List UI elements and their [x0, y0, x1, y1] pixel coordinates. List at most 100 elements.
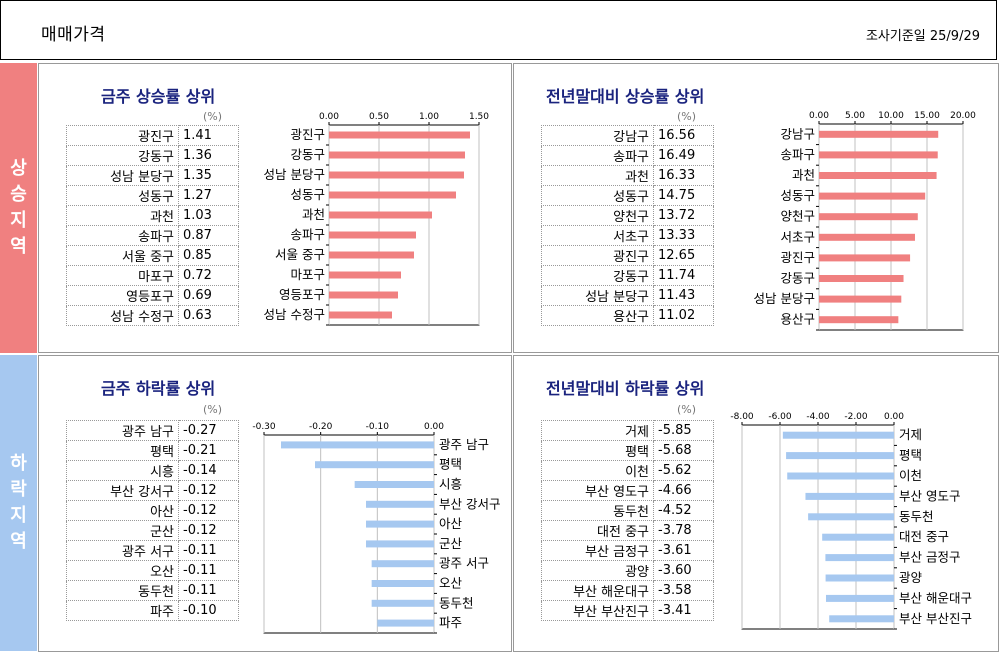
change-rate: -0.27 [178, 420, 239, 441]
table-row: 서초구 13.33 [541, 225, 714, 246]
bar-chart: 0.00 5.00 10.00 15.00 20.00 강남구송파구과천성동구양천구서초구… [754, 111, 976, 331]
tick-label: 0.00 [319, 112, 339, 122]
bar [819, 275, 904, 282]
tick-label: 1.50 [469, 112, 489, 122]
region-name: 광진구 [66, 125, 179, 146]
bar [819, 192, 926, 200]
bar [371, 580, 434, 587]
category-label: 서초구 [780, 229, 815, 244]
region-name: 동두천 [541, 500, 654, 521]
change-rate: -3.41 [653, 600, 714, 621]
change-rate: -0.14 [178, 460, 239, 481]
table-row: 과천 1.03 [66, 205, 239, 226]
bar [819, 130, 939, 138]
region-name: 부산 강서구 [66, 480, 179, 501]
bar [819, 254, 911, 262]
table-row: 성동구 14.75 [541, 185, 714, 206]
bar [315, 461, 434, 469]
change-rate: -0.11 [178, 560, 239, 581]
category-label: 동두천 [439, 595, 474, 610]
panel-weekly-rise: 금주 상승률 상위 (%) 광진구 1.41 강동구 1.36 성남 분당구 1.35 성동구 1… [38, 63, 512, 353]
change-rate: -5.85 [653, 420, 714, 441]
table-row: 성남 분당구 1.35 [66, 165, 239, 186]
change-rate: -5.62 [653, 460, 714, 481]
bar [819, 151, 938, 159]
region-name: 강동구 [66, 145, 179, 166]
bar [787, 472, 894, 480]
change-rate: 16.33 [653, 165, 714, 186]
change-rate: 1.36 [178, 145, 239, 166]
category-label: 과천 [792, 168, 815, 183]
table-row: 광양 -3.60 [541, 560, 714, 581]
change-rate: -5.68 [653, 440, 714, 461]
bar [377, 619, 434, 627]
category-label: 송파구 [780, 147, 815, 162]
tick-label: -6.00 [768, 412, 792, 422]
change-rate: -4.66 [653, 480, 714, 501]
panel-weekly-fall: 금주 하락률 상위 (%) 광주 남구 -0.27 평택 -0.21 시흥 -0.14 부산 강… [38, 355, 512, 652]
bar [782, 431, 894, 439]
category-label: 부산 영도구 [899, 488, 960, 503]
category-label: 성남 분당구 [264, 167, 325, 182]
change-rate: 1.41 [178, 125, 239, 146]
panel-ytd-rise: 전년말대비 상승률 상위 (%) 강남구 16.56 송파구 16.49 과천 16.33 성동… [513, 63, 999, 353]
region-name: 서초구 [541, 225, 654, 246]
table-row: 용산구 11.02 [541, 305, 714, 326]
category-label: 과천 [302, 207, 325, 222]
unit-label: (%) [677, 403, 697, 416]
change-rate: -3.78 [653, 520, 714, 541]
tick-label: -0.30 [252, 422, 276, 432]
region-name: 부산 해운대구 [541, 580, 654, 601]
region-name: 송파구 [66, 225, 179, 246]
region-name: 평택 [66, 440, 179, 461]
category-label: 양천구 [780, 209, 815, 224]
category-label: 부산 금정구 [899, 550, 960, 565]
table-row: 이천 -5.62 [541, 460, 714, 481]
tick-label: 10.00 [878, 111, 904, 121]
change-rate: 12.65 [653, 245, 714, 266]
change-rate: -0.12 [178, 500, 239, 521]
unit-label: (%) [677, 110, 697, 123]
category-label: 군산 [439, 536, 463, 551]
change-rate: 0.63 [178, 305, 239, 326]
change-rate: -0.11 [178, 540, 239, 561]
bar [329, 211, 432, 219]
change-rate: 14.75 [653, 185, 714, 206]
side-char: 지 [10, 505, 27, 526]
bar [281, 441, 434, 449]
bar [329, 171, 464, 179]
category-label: 평택 [899, 448, 922, 463]
category-label: 광주 서구 [439, 556, 489, 571]
region-name: 광주 남구 [66, 420, 179, 441]
bar [829, 615, 894, 623]
side-char: 상 [10, 158, 27, 179]
category-label: 성동구 [290, 187, 325, 202]
bar [329, 311, 392, 319]
table-row: 부산 부산진구 -3.41 [541, 600, 714, 621]
change-rate: 0.69 [178, 285, 239, 306]
bar [329, 271, 401, 279]
category-label: 성남 수정구 [264, 307, 325, 322]
tick-label: -2.00 [844, 412, 868, 422]
bar [366, 540, 434, 548]
tick-label: 0.00 [424, 422, 444, 432]
category-label: 거제 [899, 427, 922, 442]
tick-label: -8.00 [730, 412, 754, 422]
unit-label: (%) [203, 403, 223, 416]
category-label: 광진구 [290, 127, 325, 142]
table-row: 오산 -0.11 [66, 560, 239, 581]
region-name: 광주 서구 [66, 540, 179, 561]
category-label: 영등포구 [279, 287, 325, 302]
region-name: 시흥 [66, 460, 179, 481]
category-label: 송파구 [290, 227, 325, 242]
category-label: 대전 중구 [899, 529, 949, 544]
region-name: 광진구 [541, 245, 654, 266]
table-row: 과천 16.33 [541, 165, 714, 186]
region-name: 양천구 [541, 205, 654, 226]
region-name: 성남 분당구 [66, 165, 179, 186]
table-row: 영등포구 0.69 [66, 285, 239, 306]
change-rate: -3.60 [653, 560, 714, 581]
tick-label: -0.10 [366, 422, 390, 432]
